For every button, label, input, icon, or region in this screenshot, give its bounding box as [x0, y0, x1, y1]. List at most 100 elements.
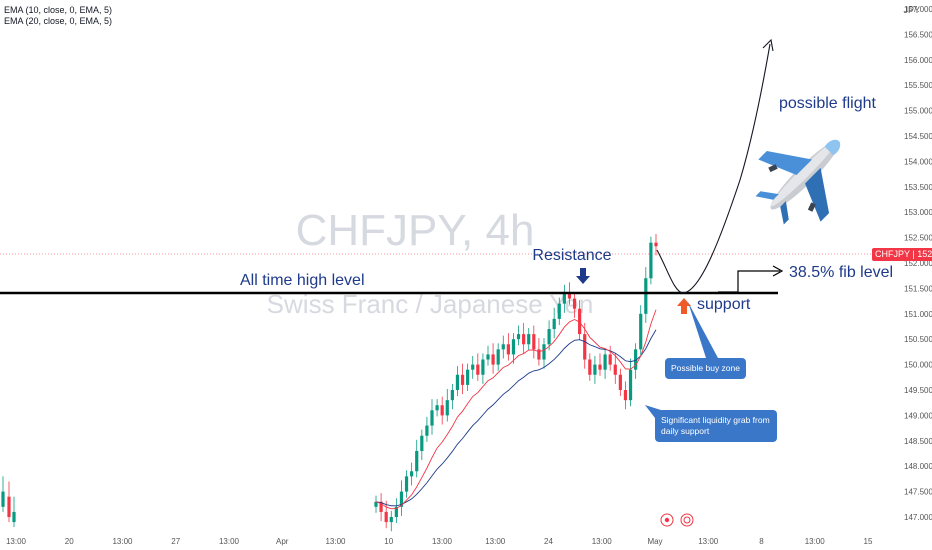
candle-body	[562, 293, 566, 304]
current-price-separator: |	[912, 249, 915, 259]
resistance-down-arrow-icon	[576, 268, 590, 284]
candle-body	[537, 349, 541, 360]
projection-curve	[656, 43, 771, 294]
candle-body	[623, 390, 628, 401]
support-up-arrow-icon	[677, 298, 691, 314]
time-tick-label: 13:00	[432, 537, 453, 546]
candle-body	[547, 329, 551, 345]
candle-body	[12, 511, 16, 523]
candle-body	[425, 425, 429, 436]
time-tick-label: 13:00	[485, 537, 506, 546]
candles-group	[1, 234, 658, 532]
candle-body	[455, 374, 460, 390]
candle-body	[618, 374, 622, 390]
time-tick-label: 24	[544, 537, 553, 546]
price-unit: JPY	[903, 5, 920, 15]
candle-body	[501, 344, 505, 350]
price-tick-label: 153.500	[904, 183, 932, 192]
candle-body	[7, 496, 11, 517]
fib-connector-line	[718, 270, 780, 293]
event-dividend-icon[interactable]	[660, 513, 674, 527]
candle-body	[435, 405, 439, 411]
candle-body	[410, 471, 414, 477]
time-tick-label: Apr	[276, 537, 289, 546]
candle-body	[649, 242, 653, 279]
candle-body	[399, 491, 404, 507]
possible-flight-label: possible flight	[779, 95, 877, 112]
ema20-line	[375, 329, 657, 507]
time-tick-label: 20	[65, 537, 74, 546]
candle-body	[384, 511, 388, 523]
candle-body	[628, 369, 633, 401]
current-price-symbol: CHFJPY	[875, 249, 910, 259]
buy-zone-text: Possible buy zone	[671, 363, 740, 373]
candle-body	[598, 364, 602, 370]
candle-body	[394, 506, 398, 517]
candle-body	[1, 491, 5, 507]
candle-body	[496, 349, 500, 365]
fib-level-label: 38.5% fib level	[789, 264, 893, 281]
candle-body	[374, 501, 378, 507]
candle-body	[420, 435, 424, 451]
time-tick-label: 13:00	[325, 537, 346, 546]
candle-body	[639, 313, 643, 350]
price-tick-label: 148.500	[904, 437, 932, 446]
price-tick-label: 149.500	[904, 386, 932, 395]
candle-body	[572, 298, 577, 309]
candle-body	[450, 390, 454, 401]
time-axis: 13:00 20 13:00 27 13:00 Apr 13:00 10 13:00 13:00 2…	[6, 537, 873, 546]
price-tick-label: 147.000	[904, 513, 932, 522]
ema10-line	[375, 309, 657, 510]
price-tick-label: 156.000	[904, 56, 932, 65]
candle-body	[552, 318, 556, 330]
time-tick-label: 10	[384, 537, 393, 546]
time-tick-label: 13:00	[219, 537, 240, 546]
price-tick-label: 147.500	[904, 488, 932, 497]
candle-body	[542, 344, 546, 360]
time-tick-label: 8	[759, 537, 764, 546]
candle-body	[527, 334, 531, 345]
watermark-symbol: CHFJPY, 4h	[296, 206, 535, 255]
time-tick-label: 15	[864, 537, 873, 546]
candle-body	[644, 278, 648, 314]
candle-body	[460, 374, 465, 385]
candle-body	[486, 354, 490, 360]
price-tick-label: 155.500	[904, 81, 932, 90]
candle-body	[567, 293, 572, 299]
time-tick-label: 13:00	[112, 537, 133, 546]
price-tick-label: 154.500	[904, 132, 932, 141]
legend-ema10[interactable]: EMA (10, close, 0, EMA, 5)	[4, 5, 113, 15]
candle-body	[588, 359, 592, 375]
current-price-tag: CHFJPY | 152.331	[872, 248, 932, 261]
price-tick-label: 149.000	[904, 411, 932, 420]
price-tick-label: 151.500	[904, 284, 932, 293]
candle-body	[430, 410, 434, 426]
current-price-value: 152.331	[917, 249, 932, 259]
buy-zone-callout-tail	[688, 302, 718, 358]
price-tick-label: 153.000	[904, 208, 932, 217]
candle-body	[481, 359, 485, 375]
price-tick-label: 156.500	[904, 30, 932, 39]
time-tick-label: May	[647, 537, 662, 546]
candle-body	[404, 476, 409, 492]
price-tick-label: 154.000	[904, 157, 932, 166]
support-label: support	[697, 296, 751, 313]
candle-body	[583, 334, 587, 360]
fib-arrow-icon	[772, 265, 784, 277]
legend-ema20[interactable]: EMA (20, close, 0, EMA, 5)	[4, 16, 113, 26]
candle-body	[445, 400, 449, 416]
resistance-label: Resistance	[532, 247, 611, 264]
buy-zone-callout: Possible buy zone	[665, 358, 746, 379]
candle-body	[522, 334, 526, 345]
event-earnings-icon[interactable]	[680, 513, 694, 527]
price-axis: 147.000 147.500 148.000 148.500 149.000 149.5…	[904, 5, 932, 522]
candle-body	[471, 364, 475, 370]
candle-body	[516, 334, 521, 340]
time-tick-label: 13:00	[592, 537, 613, 546]
candle-body	[557, 303, 561, 319]
liquidity-text-line2: daily support	[661, 426, 710, 436]
candle-body	[613, 364, 617, 375]
candle-body	[476, 364, 480, 375]
